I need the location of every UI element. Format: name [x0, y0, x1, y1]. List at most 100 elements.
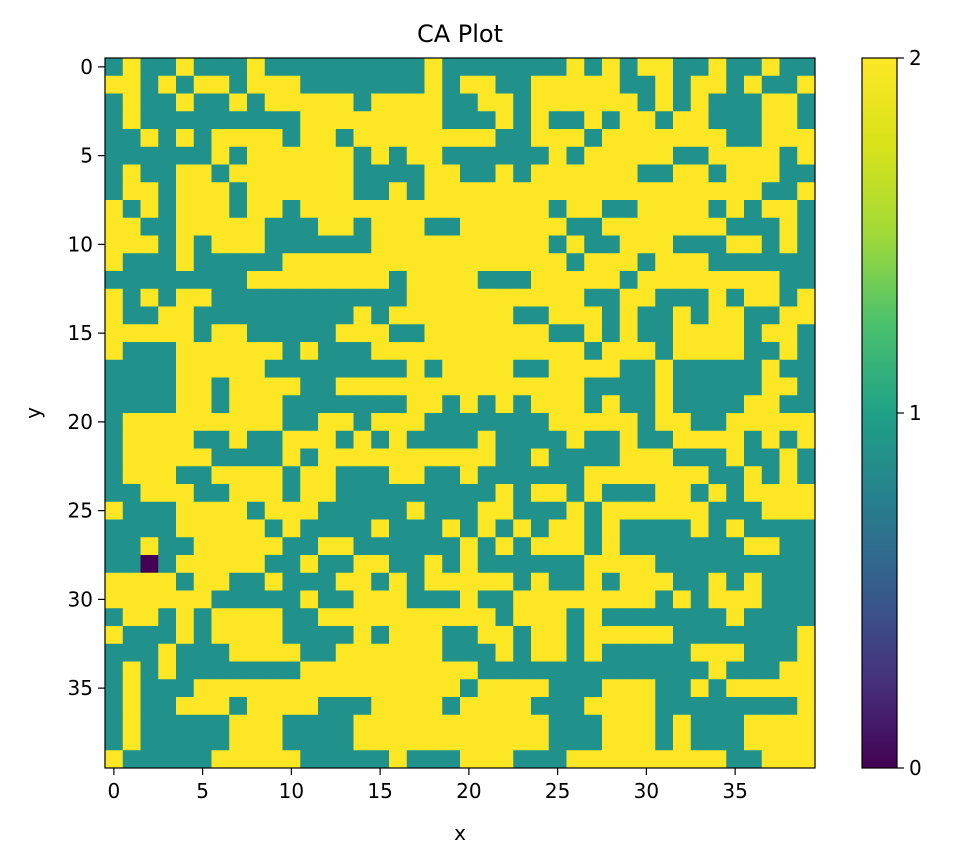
heatmap-cell [122, 643, 141, 662]
heatmap-cell [442, 271, 461, 290]
heatmap-cell [495, 697, 514, 716]
heatmap-cell [513, 58, 532, 77]
heatmap-cell [335, 501, 354, 520]
heatmap-cell [211, 448, 230, 467]
heatmap-cell [779, 501, 798, 520]
heatmap-cell [477, 448, 496, 467]
heatmap-cell [744, 111, 763, 130]
heatmap-cell [726, 129, 745, 148]
heatmap-cell [548, 519, 567, 538]
heatmap-cell [548, 359, 567, 378]
heatmap-cell [744, 377, 763, 396]
heatmap-cell [211, 164, 230, 183]
heatmap-cell [193, 501, 212, 520]
heatmap-cell [406, 501, 425, 520]
heatmap-cell [548, 413, 567, 432]
heatmap-cell [584, 430, 603, 449]
heatmap-cell [353, 395, 372, 414]
heatmap-cell [318, 146, 337, 165]
heatmap-cell [548, 129, 567, 148]
heatmap-cell [140, 448, 159, 467]
heatmap-cell [211, 395, 230, 414]
heatmap-cell [371, 501, 390, 520]
heatmap-cell [637, 288, 656, 307]
heatmap-cell [406, 626, 425, 645]
heatmap-cell [673, 466, 692, 485]
heatmap-cell [477, 661, 496, 680]
heatmap-cell [105, 146, 124, 165]
heatmap-cell [673, 697, 692, 716]
heatmap-cell [619, 413, 638, 432]
heatmap-cell [619, 661, 638, 680]
heatmap-cell [229, 572, 248, 591]
heatmap-cell [797, 626, 816, 645]
heatmap-cell [140, 217, 159, 236]
heatmap-cell [779, 200, 798, 219]
heatmap-cell [779, 217, 798, 236]
heatmap-cell [531, 359, 550, 378]
heatmap-cell [158, 626, 177, 645]
heatmap-cell [211, 714, 230, 733]
heatmap-cell [193, 271, 212, 290]
heatmap-cell [584, 182, 603, 201]
heatmap-cell [176, 732, 195, 751]
heatmap-cell [247, 288, 266, 307]
heatmap-cell [548, 235, 567, 254]
heatmap-cell [264, 537, 283, 556]
heatmap-cell [566, 359, 585, 378]
heatmap-cell [602, 306, 621, 325]
heatmap-cell [353, 129, 372, 148]
heatmap-cell [158, 661, 177, 680]
heatmap-cell [779, 253, 798, 272]
heatmap-cell [690, 395, 709, 414]
heatmap-cell [176, 448, 195, 467]
heatmap-cell [619, 572, 638, 591]
heatmap-cell [779, 413, 798, 432]
heatmap-cell [442, 359, 461, 378]
heatmap-cell [282, 484, 301, 503]
heatmap-cell [726, 306, 745, 325]
heatmap-cell [247, 164, 266, 183]
heatmap-cell [193, 555, 212, 574]
heatmap-cell [495, 271, 514, 290]
heatmap-cell [673, 430, 692, 449]
heatmap-cell [389, 253, 408, 272]
heatmap-cell [531, 271, 550, 290]
heatmap-cell [655, 750, 674, 769]
heatmap-cell [406, 430, 425, 449]
heatmap-cell [318, 306, 337, 325]
heatmap-cell [548, 306, 567, 325]
heatmap-cell [353, 679, 372, 698]
heatmap-cell [726, 697, 745, 716]
heatmap-cells [105, 58, 816, 769]
heatmap-cell [744, 146, 763, 165]
heatmap-cell [761, 377, 780, 396]
heatmap-cell [229, 537, 248, 556]
heatmap-cell [442, 146, 461, 165]
heatmap-cell [122, 661, 141, 680]
heatmap-cell [282, 714, 301, 733]
heatmap-cell [673, 288, 692, 307]
heatmap-cell [566, 306, 585, 325]
heatmap-cell [176, 342, 195, 361]
heatmap-cell [335, 200, 354, 219]
heatmap-cell [105, 572, 124, 591]
heatmap-cell [708, 271, 727, 290]
heatmap-cell [531, 342, 550, 361]
heatmap-cell [513, 129, 532, 148]
heatmap-cell [460, 430, 479, 449]
heatmap-cell [619, 430, 638, 449]
heatmap-cell [566, 714, 585, 733]
heatmap-cell [655, 395, 674, 414]
heatmap-cell [122, 288, 141, 307]
heatmap-cell [673, 324, 692, 343]
heatmap-cell [176, 58, 195, 77]
heatmap-cell [619, 626, 638, 645]
heatmap-cell [513, 608, 532, 627]
heatmap-cell [264, 484, 283, 503]
heatmap-cell [105, 413, 124, 432]
heatmap-cell [406, 714, 425, 733]
heatmap-cell [726, 271, 745, 290]
heatmap-cell [264, 519, 283, 538]
heatmap-cell [140, 466, 159, 485]
